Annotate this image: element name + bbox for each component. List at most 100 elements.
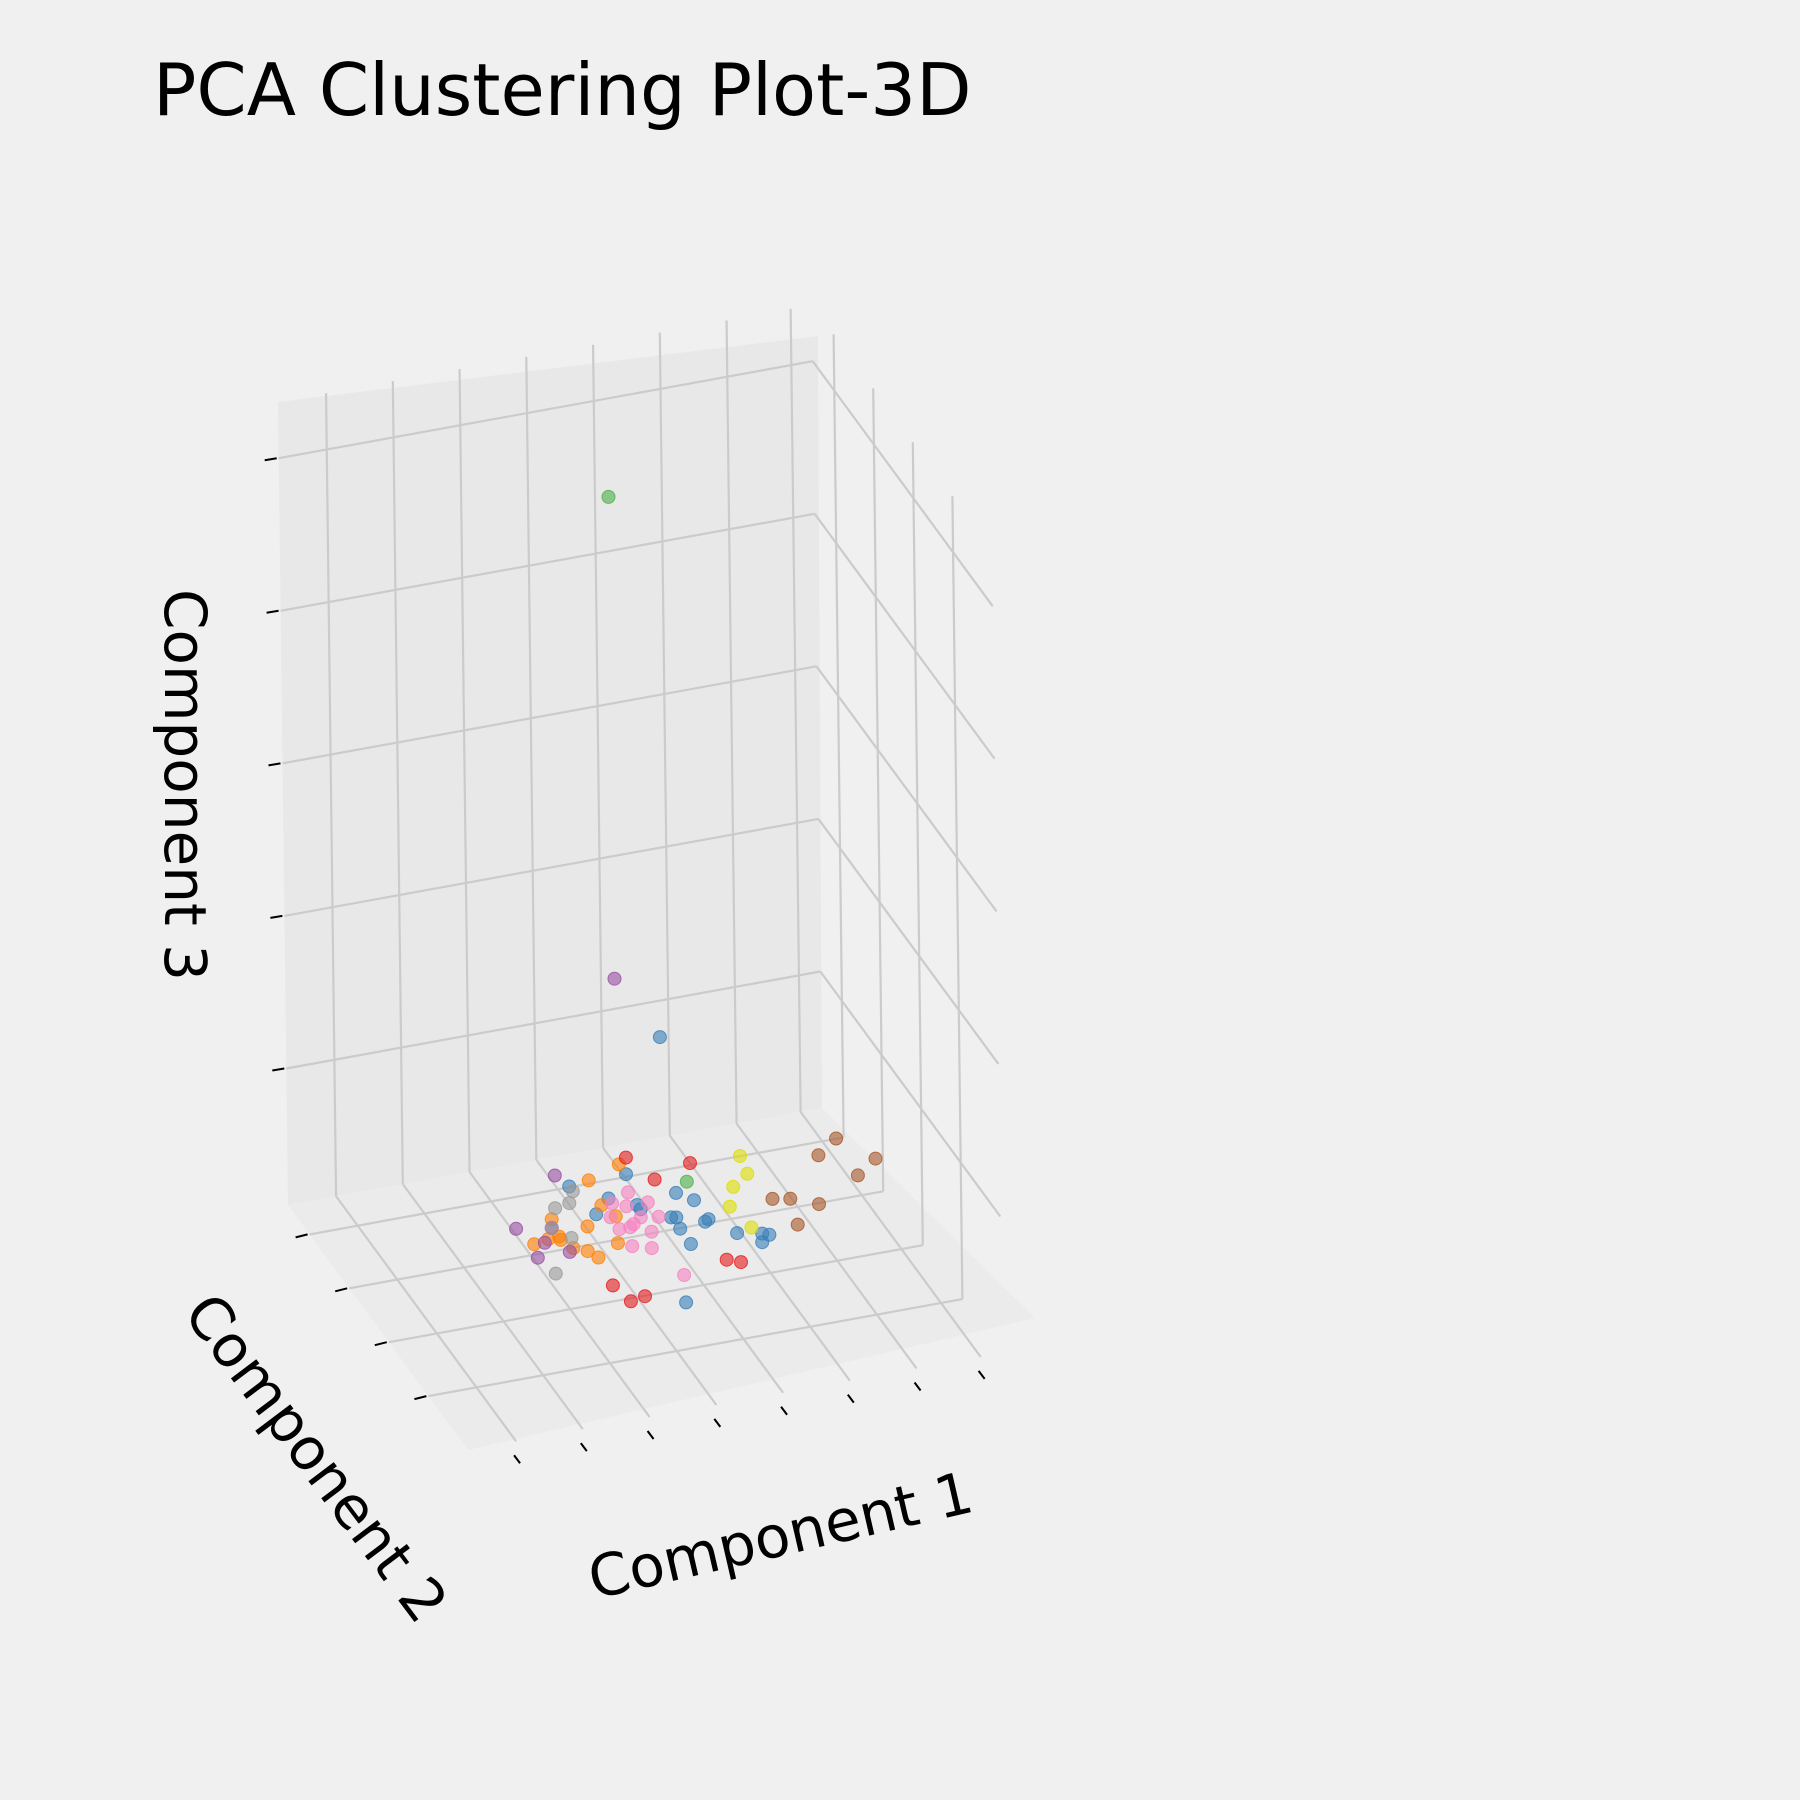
- y-wall-gridline: [832, 334, 845, 1138]
- scatter-point-series-7: [548, 1266, 563, 1281]
- scatter-point-series-0: [683, 1237, 698, 1251]
- x-floor-gridline: [468, 1171, 651, 1418]
- scatter-point-series-0: [679, 1295, 694, 1310]
- y-floor-gridline: [388, 1244, 923, 1344]
- z-back-gridline: [282, 665, 817, 765]
- x-floor-gridline: [335, 1195, 517, 1442]
- x-tick: [713, 1418, 722, 1428]
- scatter-point-series-3: [605, 1278, 620, 1293]
- scatter-point-series-5: [812, 1197, 826, 1212]
- x-tick: [580, 1442, 588, 1452]
- x-wall-gridline: [789, 308, 802, 1112]
- scatter-point-series-7: [544, 1220, 559, 1235]
- scatter-point-series-5: [790, 1217, 805, 1232]
- scatter-point-series-6: [733, 1149, 747, 1163]
- scatter-point-series-0: [652, 1030, 667, 1045]
- scatter-point-series-8: [644, 1241, 659, 1256]
- z-tick: [270, 914, 283, 919]
- x-tick: [513, 1454, 521, 1464]
- floor-pane: [288, 1108, 1035, 1450]
- scatter-point-series-3: [647, 1172, 662, 1187]
- x-tick: [847, 1394, 855, 1404]
- scatter-point-series-4: [607, 971, 622, 986]
- scatter-point-series-6: [722, 1199, 737, 1214]
- z-back-gridline: [278, 360, 813, 460]
- x-wall-gridline: [525, 356, 538, 1160]
- x-tick: [913, 1381, 922, 1392]
- scatter-point-series-5: [811, 1148, 826, 1163]
- x-wall-gridline: [658, 332, 671, 1136]
- scatter-point-series-0: [669, 1185, 683, 1200]
- z-back-gridline: [280, 512, 815, 612]
- scatter-point-series-8: [625, 1239, 640, 1254]
- z-side-gridline: [819, 970, 1002, 1218]
- y-tick: [334, 1287, 348, 1293]
- scatter-point-series-8: [677, 1268, 692, 1282]
- scatter-point-series-6: [740, 1166, 755, 1181]
- y-floor-gridline: [428, 1298, 963, 1398]
- scatter-point-series-1: [580, 1244, 595, 1259]
- scatter-point-series-1: [591, 1250, 606, 1265]
- scatter-point-series-4: [537, 1235, 552, 1250]
- scatter-point-series-4: [509, 1221, 524, 1236]
- side-pane: [818, 336, 1040, 1318]
- axis-ticks: [264, 457, 986, 1464]
- scatter-point-series-4: [530, 1250, 545, 1265]
- scatter-point-series-0: [664, 1210, 679, 1225]
- scatter-point-series-3: [734, 1255, 748, 1270]
- z-tick: [266, 609, 279, 614]
- z-side-gridline: [813, 513, 996, 760]
- y-wall-gridline: [872, 388, 885, 1192]
- y-wall-gridline: [911, 442, 924, 1246]
- x-floor-gridline: [799, 1111, 982, 1358]
- scatter-point-series-5: [765, 1191, 780, 1206]
- scatter-point-series-3: [683, 1156, 697, 1171]
- scatter-point-series-1: [581, 1173, 596, 1188]
- y-tick: [414, 1395, 427, 1401]
- x-floor-gridline: [668, 1134, 851, 1382]
- scatter-point-series-8: [651, 1209, 666, 1224]
- z-tick: [264, 457, 277, 462]
- x-wall-gridline: [324, 393, 338, 1197]
- x-tick: [646, 1430, 655, 1440]
- scatter-point-series-3: [623, 1294, 638, 1309]
- z-side-gridline: [815, 665, 998, 913]
- scatter-point-series-5: [829, 1131, 844, 1146]
- scatter-point-series-8: [644, 1224, 659, 1239]
- x-wall-gridline: [391, 381, 404, 1185]
- z-side-gridline: [811, 360, 994, 607]
- x-wall-gridline: [591, 344, 605, 1148]
- scatter-point-series-3: [719, 1252, 734, 1267]
- scatter-point-series-7: [548, 1201, 563, 1216]
- scatter-point-series-1: [610, 1236, 625, 1251]
- scatter-point-series-8: [603, 1210, 618, 1225]
- x-tick: [977, 1370, 986, 1380]
- scatter-point-series-0: [730, 1226, 745, 1241]
- scatter-point-series-8: [605, 1196, 620, 1211]
- scatter-point-series-0: [619, 1167, 633, 1182]
- z-tick: [272, 1067, 285, 1072]
- scatter-point-series-7: [565, 1184, 580, 1199]
- x-floor-gridline: [401, 1183, 584, 1430]
- z-tick: [268, 762, 281, 767]
- scatter-point-series-7: [562, 1196, 577, 1211]
- scatter-point-series-1: [580, 1219, 595, 1234]
- scatter-point-series-0: [698, 1214, 713, 1229]
- scatter-point-series-3: [618, 1150, 633, 1165]
- x-wall-gridline: [725, 320, 738, 1124]
- scatter-point-series-8: [623, 1220, 638, 1235]
- y-tick: [295, 1233, 308, 1239]
- y-tick: [374, 1341, 388, 1347]
- y-wall-gridline: [951, 496, 964, 1300]
- scatter-point-series-3: [638, 1289, 652, 1304]
- scatter-point-series-8: [619, 1199, 634, 1214]
- z-axis-label: Component 3: [151, 589, 219, 981]
- x-wall-gridline: [458, 369, 471, 1173]
- scatter-point-series-5: [850, 1168, 865, 1183]
- z-back-gridline: [284, 817, 819, 918]
- scatter-point-series-4: [547, 1168, 562, 1183]
- scatter-point-series-0: [762, 1227, 777, 1242]
- z-side-gridline: [817, 818, 1000, 1065]
- scatter-points: [509, 489, 883, 1310]
